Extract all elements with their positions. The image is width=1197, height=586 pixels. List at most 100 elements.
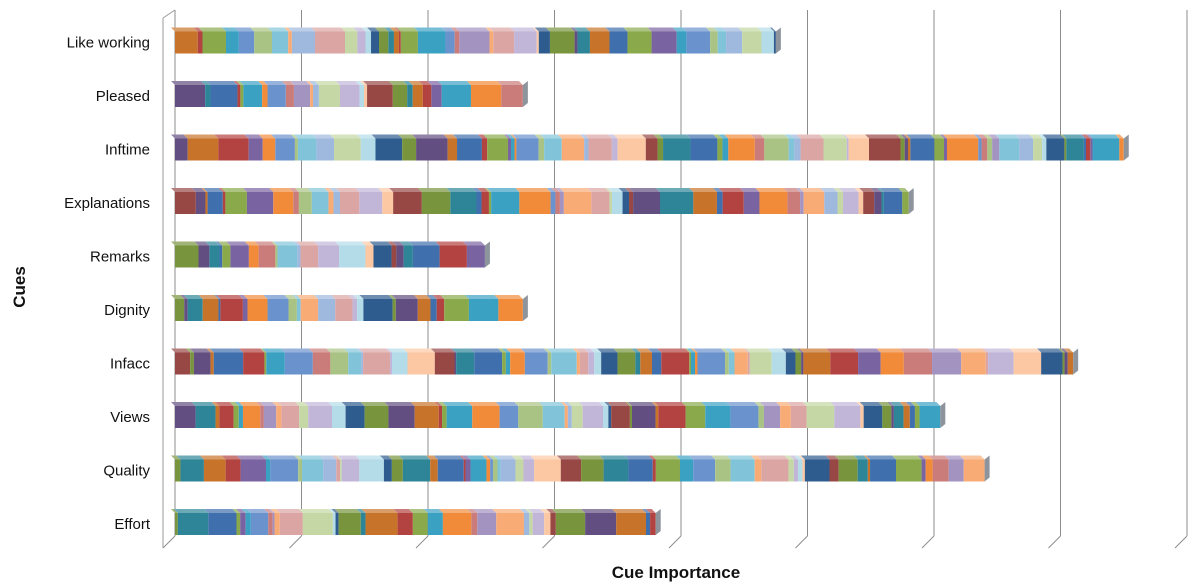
bar-segment (267, 85, 286, 107)
bar-segment (564, 406, 568, 428)
bar-segment-top (498, 348, 506, 353)
bar-segment (550, 513, 556, 535)
bar-segment (442, 513, 472, 535)
bar-segment-top (266, 455, 299, 460)
bar-segment (285, 85, 294, 107)
bar-segment-top (618, 188, 630, 192)
bar-segment-top (743, 348, 750, 353)
bar-segment (874, 192, 882, 214)
bar-segment (627, 31, 652, 54)
bar-effort (171, 509, 661, 535)
bar-segment-top (944, 455, 964, 460)
bar-segment (585, 513, 617, 535)
bar-segment-top (580, 134, 589, 139)
bar-segment-top (648, 455, 656, 460)
bar-segment-top (605, 188, 612, 192)
bar-segment (903, 406, 910, 428)
bar-segment-top (386, 348, 393, 353)
bar-segment (431, 85, 442, 107)
bar-segment-top (199, 455, 226, 460)
bar-segment (507, 138, 511, 161)
bar-segment (312, 352, 331, 375)
bar-segment (538, 138, 545, 161)
bar-segment-top (171, 402, 196, 406)
bar-segment (197, 31, 203, 54)
bar-segment (491, 192, 520, 214)
bar-segment (187, 299, 203, 321)
bar-segment-top (205, 241, 220, 246)
bar-segment-top (293, 134, 317, 139)
bar-segment (1119, 138, 1124, 161)
bar-segment-top (269, 188, 294, 192)
bar-segment-top (363, 81, 393, 85)
bar-segment-top (171, 295, 185, 299)
bar-segment (218, 138, 249, 161)
bar-segment-top (864, 134, 901, 139)
bar-segment (359, 85, 364, 107)
bar-segment-top (287, 27, 316, 32)
bar-end-cap (775, 27, 781, 54)
bar-segment (254, 31, 272, 54)
bar-segment-top (359, 348, 391, 353)
bar-segment (515, 459, 524, 482)
bar-segment-top (356, 509, 366, 513)
bar-segment-top (570, 27, 578, 32)
bar-segment (985, 352, 989, 375)
bar-segment-top (682, 27, 711, 32)
bar-segment (896, 459, 922, 482)
bar-segment-top (256, 402, 264, 406)
bar-segment-top (171, 509, 178, 513)
bar-segment-top (797, 348, 804, 353)
bar-segment-top (641, 134, 658, 139)
bar-segment-top (234, 27, 255, 32)
bar-segment-top (631, 348, 641, 353)
bar-segment-top (738, 27, 762, 32)
bar-segment (318, 85, 340, 107)
bar-segment (284, 352, 313, 375)
gridline-floor (1174, 535, 1188, 549)
bar-segment (434, 352, 455, 375)
bar-segment-top (464, 295, 499, 299)
bar-segment (375, 138, 403, 161)
bar-segment (412, 513, 428, 535)
bar-segment-top (730, 348, 748, 353)
bar-segment (726, 31, 743, 54)
bar-segment (225, 459, 241, 482)
bar-segment (1064, 352, 1068, 375)
bar-dignity (171, 295, 528, 321)
category-labels: Like working Pleased Inftime Explanations Re… (64, 35, 151, 534)
bar-segment (492, 459, 498, 482)
bar-segment-top (259, 402, 277, 406)
bar-segment-top (484, 188, 492, 192)
bar-segment (902, 192, 909, 214)
category-label: Dignity (104, 302, 150, 319)
bar-segment-top (790, 134, 801, 139)
bar-segment-top (940, 134, 947, 139)
bar-segment-top (776, 402, 791, 406)
bar-segment (715, 459, 731, 482)
bar-segment-top (399, 241, 413, 246)
bar-segment-top (833, 188, 844, 192)
bar-segment (238, 406, 243, 428)
bar-segment-top (799, 188, 825, 192)
bar-segment (430, 459, 438, 482)
bar-segment (489, 31, 494, 54)
bar-segment-top (388, 295, 396, 299)
bar-segment (360, 513, 366, 535)
bar-segment-top (403, 348, 435, 353)
bar-segment (373, 245, 392, 268)
bar-segment (921, 459, 926, 482)
bar-segment (264, 352, 267, 375)
bar-segment (651, 31, 677, 54)
bar-segment-top (983, 134, 993, 139)
bar-segment (514, 138, 517, 161)
bar-segment (904, 138, 908, 161)
bar-segment (516, 138, 539, 161)
bar-segment-top (759, 402, 781, 406)
bar-segment-top (384, 402, 415, 406)
bar-segment-top (459, 455, 466, 460)
bar-segment (437, 459, 464, 482)
bar-segment-top (297, 455, 324, 460)
bar-segment (689, 352, 691, 375)
bar-views (171, 402, 946, 428)
